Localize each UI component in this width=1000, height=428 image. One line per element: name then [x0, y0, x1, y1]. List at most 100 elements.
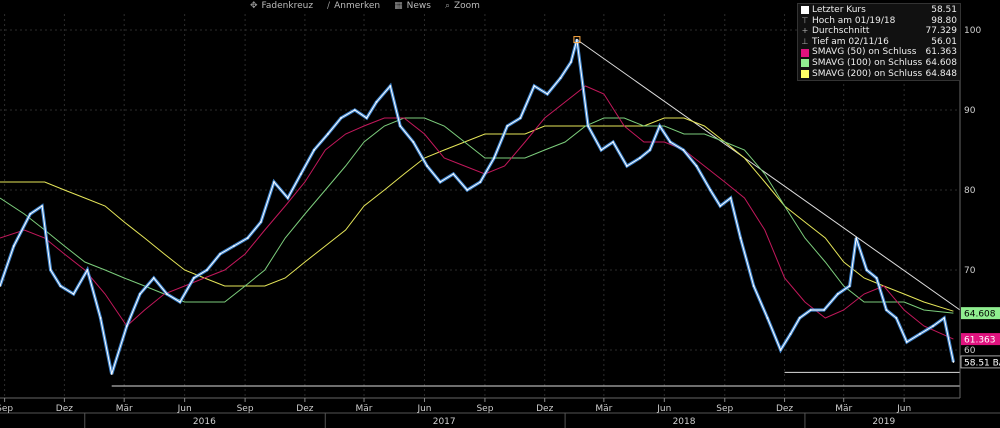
price-point [326, 133, 329, 135]
value-tag-box [960, 355, 1000, 369]
price-point [779, 349, 782, 351]
value-tag-box [961, 333, 1000, 346]
legend-row: SMAVG (100) on Schluss 64.608 [801, 58, 957, 69]
legend-value: 77.329 [925, 26, 958, 37]
legend-label: SMAVG (100) on Schluss [801, 58, 922, 69]
trend-line [576, 39, 961, 311]
price-point [639, 157, 641, 159]
series-line-smavg [0, 117, 954, 312]
price-point [570, 61, 572, 63]
legend-label-text: SMAVG (50) on Schluss [812, 47, 917, 58]
price-point [919, 333, 921, 335]
news-tool[interactable]: ▦ News [394, 0, 431, 12]
price-point [587, 125, 589, 127]
price-point [99, 317, 102, 319]
price-point [365, 117, 368, 119]
legend-row: SMAVG (50) on Schluss 61.363 [801, 47, 957, 58]
annotate-tool[interactable]: ∕ Anmerken [327, 0, 380, 12]
price-point [466, 189, 469, 191]
legend-value: 64.848 [925, 68, 958, 79]
price-point [41, 205, 43, 207]
price-point [452, 173, 455, 175]
price-point [729, 197, 732, 199]
zoom-label: Zoom [453, 1, 480, 11]
crosshair-label: Fadenkreuz [261, 1, 314, 11]
legend-row: Letzter Kurs 58.51 [801, 5, 957, 16]
price-point [493, 157, 496, 159]
x-tick-label: Mär [835, 404, 852, 414]
crosshair-tool[interactable]: ✥ Fadenkreuz [250, 0, 313, 12]
legend-glyph-icon: + [801, 26, 809, 36]
price-point [139, 293, 141, 295]
x-tick-label: Mär [116, 404, 133, 414]
legend-label-text: SMAVG (200) on Schluss [812, 68, 923, 79]
pencil-icon: ∕ [327, 1, 331, 11]
price-point [206, 269, 208, 271]
price-point [192, 277, 195, 279]
price-point [533, 85, 536, 87]
legend-row: ⊤ Hoch am 01/19/18 98.80 [801, 16, 957, 27]
news-label: News [406, 1, 431, 11]
price-point [943, 317, 946, 319]
x-tick-label: Jun [177, 404, 192, 414]
price-point [246, 237, 249, 239]
x-tick-label: Dez [296, 404, 313, 414]
price-point [658, 125, 661, 127]
price-point [59, 285, 62, 287]
price-point [612, 141, 614, 143]
x-axis: Sep Dez Mär Jun Sep Dez Mär Jun Sep Dez Mär Jun Sep D… [0, 397, 1000, 428]
price-point [789, 333, 792, 335]
year-label: 2019 [872, 417, 895, 427]
annotate-label: Anmerken [334, 1, 381, 11]
price-point [506, 125, 509, 127]
price-point [72, 293, 75, 295]
x-tick-label: Jun [416, 404, 431, 414]
price-point [375, 101, 378, 103]
price-point [559, 77, 562, 79]
price-point [719, 205, 722, 207]
legend-label-text: Letzter Kurs [812, 5, 866, 15]
price-point [648, 149, 651, 151]
price-point [300, 173, 302, 175]
price-point [233, 245, 235, 247]
price-point [600, 149, 603, 151]
price-point [932, 325, 934, 327]
legend-label: SMAVG (50) on Schluss [801, 47, 916, 58]
price-point [125, 325, 128, 327]
price-point [952, 361, 955, 363]
price-point [865, 269, 868, 271]
zoom-tool[interactable]: ⌕ Zoom [445, 0, 480, 12]
year-label: 2018 [673, 417, 696, 427]
value-tags: 64.608 61.363 58.51 BA [960, 307, 1000, 369]
legend-label: + Durchschnitt [801, 26, 870, 37]
price-point [836, 293, 839, 295]
crosshair-icon: ✥ [250, 1, 258, 11]
price-point [682, 149, 685, 151]
price-point [152, 277, 155, 279]
series-line-price [0, 39, 954, 375]
legend-value: 58.51 [931, 5, 957, 15]
legend-swatch [801, 69, 809, 78]
price-point [353, 109, 356, 111]
x-tick-label: Sep [0, 404, 13, 414]
chart-legend: Letzter Kurs 58.51 ⊤ Hoch am 01/19/18 98.80 +… [797, 3, 961, 82]
price-point [709, 189, 712, 191]
legend-swatch [801, 48, 809, 57]
price-point [12, 245, 15, 247]
price-point [625, 165, 628, 167]
price-point [49, 269, 52, 271]
price-point [273, 181, 275, 183]
series-line-smavg [0, 117, 954, 314]
legend-label: ⊥ Tief am 02/11/16 [801, 37, 889, 48]
price-point [766, 317, 769, 319]
value-tag: 64.608 [961, 307, 1000, 320]
price-point [0, 285, 1, 287]
news-icon: ▦ [394, 1, 403, 11]
price-point [695, 165, 698, 167]
price-point [855, 237, 858, 239]
price-point [848, 285, 851, 287]
y-tick-label: 60 [964, 346, 976, 356]
legend-row: + Durchschnitt 77.329 [801, 26, 957, 37]
price-point [895, 317, 898, 319]
